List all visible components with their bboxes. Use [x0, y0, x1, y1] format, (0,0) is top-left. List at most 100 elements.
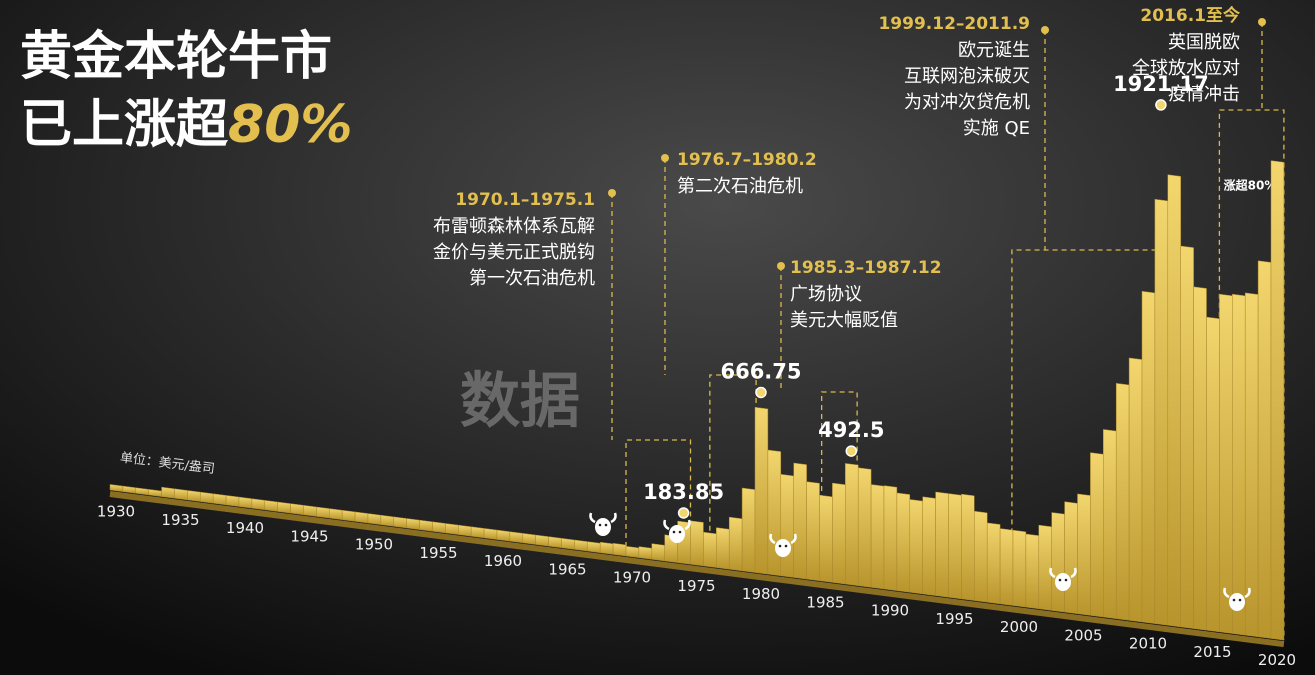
area-slice: [548, 536, 562, 549]
peak-dot: [677, 507, 690, 519]
area-slice: [728, 516, 743, 572]
area-slice: [522, 533, 536, 545]
period-desc: 金价与美元正式脱钩: [433, 242, 595, 263]
area-slice: [470, 526, 485, 539]
area-slice: [819, 494, 833, 583]
area-slice: [574, 539, 588, 552]
bull-icon: [589, 512, 617, 536]
bull-eye: [598, 523, 602, 527]
period-label: 2016.1至今: [1140, 5, 1240, 26]
area-slice: [986, 522, 1001, 605]
x-tick-label: 1955: [419, 544, 457, 562]
peak-label: 492.5: [818, 418, 884, 442]
area-slice: [857, 467, 872, 588]
badge: 涨超80%: [1224, 178, 1277, 193]
area-slice: [329, 508, 343, 520]
area-slice: [1244, 292, 1259, 638]
area-slice: [161, 486, 175, 499]
area-slice: [1051, 512, 1065, 613]
area-slice: [767, 449, 782, 577]
x-tick-label: 1995: [935, 610, 973, 628]
area-slice: [200, 491, 214, 504]
area-slice: [974, 510, 988, 603]
area-slice: [909, 499, 923, 595]
bull-horns: [1223, 587, 1251, 599]
area-slice: [303, 505, 317, 517]
peak-label: 183.85: [643, 480, 724, 504]
title-highlight: 80%: [228, 95, 352, 155]
x-tick-label: 2020: [1258, 651, 1296, 669]
title-line: 已上涨超80%: [20, 95, 352, 155]
area-slice: [1167, 174, 1181, 628]
area-slice: [419, 519, 433, 532]
period-desc: 疫情冲击: [1168, 84, 1240, 105]
area-slice: [999, 528, 1014, 606]
area-slice: [806, 481, 820, 582]
period-desc: 欧元诞生: [958, 40, 1030, 61]
area-slice: [445, 523, 459, 535]
area-slice: [599, 541, 614, 555]
bull-eye: [604, 523, 608, 527]
area-slice: [561, 538, 575, 550]
area-slice: [458, 524, 472, 537]
area-slice: [651, 543, 665, 562]
period-desc: 美元大幅贬值: [790, 310, 898, 331]
period-dot: [1258, 18, 1266, 26]
period-desc: 实施 QE: [963, 118, 1030, 139]
area-slice: [238, 496, 253, 509]
period-desc: 英国脱欧: [1168, 32, 1240, 53]
period-desc: 为对冲次贷危机: [904, 92, 1030, 113]
x-tick-label: 1990: [871, 602, 909, 620]
peak-dot: [845, 445, 858, 457]
area-slice: [380, 514, 395, 527]
area-slice: [432, 521, 446, 534]
bull-head: [775, 539, 791, 557]
area-slice: [1206, 316, 1220, 633]
bull-eye: [1232, 598, 1236, 602]
area-slice: [961, 493, 975, 601]
area-slice: [225, 495, 240, 507]
area-slice: [1270, 160, 1285, 641]
area-slice: [393, 516, 407, 529]
area-slice: [703, 531, 717, 568]
area-slice: [367, 513, 382, 525]
area-slice: [406, 518, 420, 530]
bull-horns: [589, 512, 617, 524]
x-tick-label: 1950: [355, 536, 393, 554]
area-slice: [483, 528, 498, 540]
area-slice: [716, 527, 730, 570]
period-desc: 第二次石油危机: [677, 176, 803, 197]
area-slice: [509, 531, 524, 544]
bull-eye: [784, 544, 788, 548]
area-slice: [212, 493, 227, 506]
period-box: [821, 391, 858, 586]
area-slice: [754, 406, 769, 575]
area-slice: [587, 541, 601, 553]
x-tick-label: 1945: [290, 527, 328, 545]
area-slice: [1077, 493, 1091, 616]
bull-eye: [1058, 578, 1062, 582]
area-slice: [1064, 501, 1078, 615]
period-desc: 互联网泡沫破灭: [904, 66, 1030, 87]
area-slice: [612, 542, 627, 557]
bull-icon: [769, 533, 797, 557]
area-slice: [496, 529, 511, 542]
period-dot: [661, 154, 669, 162]
x-tick-label: 2015: [1193, 643, 1231, 661]
area-slice: [535, 534, 549, 547]
area-slice: [832, 482, 846, 585]
bull-head: [595, 518, 611, 536]
bull-icon: [1223, 587, 1251, 611]
bull-eye: [678, 530, 682, 534]
area-slice: [1193, 286, 1207, 631]
bull-eye: [1064, 578, 1068, 582]
title-line: 黄金本轮牛市: [20, 27, 332, 87]
area-slice: [1025, 533, 1040, 610]
bull-head: [1055, 573, 1071, 591]
area-slice: [1232, 293, 1246, 636]
area-slice: [277, 501, 291, 514]
area-slice: [741, 487, 756, 573]
peak-dot: [755, 386, 767, 399]
bull-horns: [663, 519, 691, 531]
